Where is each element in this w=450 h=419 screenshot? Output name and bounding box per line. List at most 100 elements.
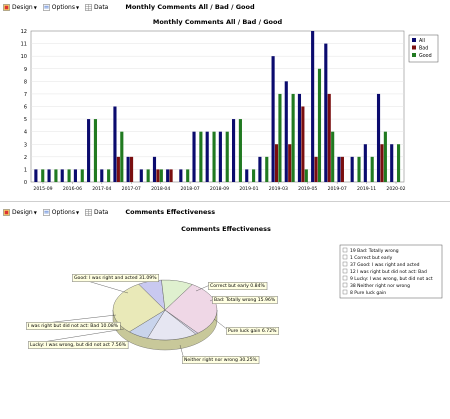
legend-swatch (342, 261, 348, 267)
panel-divider (0, 201, 450, 202)
bar-all (34, 169, 38, 182)
y-tick-label: 2 (24, 155, 27, 161)
bar-bad (314, 156, 318, 182)
bar-all (192, 131, 196, 182)
legend-label: 38 Neither right nor wrong (350, 283, 410, 289)
bar-good (159, 169, 163, 182)
x-tick-label: 2019-07 (328, 186, 347, 192)
slice-label: Pure luck gain 6.72% (228, 328, 277, 334)
comments-effectiveness-panel: Design ▼ Options ▼ Data Comments Effecti… (0, 205, 450, 419)
x-tick-label: 2017-07 (122, 186, 141, 192)
data-menu[interactable]: Data (82, 209, 111, 216)
legend-swatch-bad (412, 45, 416, 50)
y-tick-label: 11 (21, 42, 27, 48)
bar-good (396, 144, 401, 182)
comments-effectiveness-chart: Comments Effectiveness Good: I was right … (26, 225, 443, 364)
bar-good (120, 131, 124, 182)
slice-label-box (212, 295, 278, 304)
bar-bad (274, 144, 279, 182)
bar-good (80, 169, 84, 182)
slice-label-box (26, 321, 121, 330)
data-grid-icon (85, 3, 92, 11)
pie-slice (112, 283, 166, 333)
bar-all (47, 169, 51, 182)
y-tick-label: 1 (24, 167, 27, 173)
legend-swatch (342, 268, 348, 274)
slice-label-box (208, 282, 268, 291)
design-menu[interactable]: Design ▼ (0, 4, 40, 11)
bar-all (363, 144, 367, 182)
design-label: Design (12, 208, 33, 216)
legend-label: 8 Pure luck gain (350, 290, 386, 296)
options-icon (42, 208, 50, 216)
y-tick-label: 9 (24, 67, 27, 73)
bar-bad (156, 169, 160, 182)
legend-label: All (419, 38, 425, 44)
bar-good (54, 169, 58, 182)
legend-swatch (342, 275, 348, 281)
bar-good (41, 169, 45, 182)
bar-good (107, 169, 111, 182)
chevron-down-icon: ▼ (33, 4, 37, 10)
bar-bad (327, 93, 331, 182)
slice-label-box (28, 340, 129, 349)
bar-all (139, 169, 143, 182)
bar-bad (380, 144, 384, 182)
slice-label: Correct but early 0.84% (210, 283, 266, 289)
bar-all (113, 106, 117, 182)
data-label: Data (94, 3, 109, 11)
bar-bad (116, 156, 120, 182)
bar-bad (129, 156, 134, 182)
options-label: Options (51, 3, 75, 11)
bar-good (225, 131, 229, 182)
pie-slice (164, 284, 218, 334)
legend-label: Bad (419, 46, 428, 52)
chevron-down-icon: ▼ (75, 4, 80, 10)
x-tick-label: 2019-03 (269, 186, 288, 192)
data-menu[interactable]: Data (82, 4, 111, 11)
bar-good (238, 119, 242, 182)
bar-all (297, 93, 302, 182)
bar-all (258, 156, 262, 182)
options-menu[interactable]: Options ▼ (40, 4, 82, 11)
y-tick-label: 6 (24, 105, 27, 111)
chevron-down-icon: ▼ (75, 209, 80, 215)
legend-swatch (342, 282, 348, 288)
bar-good (331, 131, 335, 182)
bar-all (87, 119, 91, 182)
slice-label-box (182, 355, 260, 364)
design-icon (3, 3, 10, 11)
slice-label: I was right but did not act: Bad 10.08% (28, 323, 119, 329)
bar-all (231, 119, 236, 182)
bar-good (304, 169, 308, 182)
design-icon (3, 208, 10, 216)
bar-good (291, 93, 295, 182)
bar-all (390, 144, 394, 182)
panel-title: Comments Effectiveness (125, 208, 216, 216)
y-tick-label: 5 (24, 117, 27, 123)
bar-good (317, 68, 322, 182)
options-menu[interactable]: Options ▼ (40, 209, 82, 216)
y-tick-label: 7 (24, 92, 27, 98)
legend-label: 9 Lucky: I was wrong, but did not act (350, 276, 433, 282)
legend-swatch (342, 247, 348, 253)
bar-good (186, 169, 190, 182)
bar-all (152, 156, 157, 182)
legend-swatch (342, 289, 348, 295)
bar-good (357, 156, 361, 182)
legend-swatch (342, 254, 348, 260)
x-tick-label: 2018-09 (210, 186, 229, 192)
design-label: Design (12, 3, 33, 11)
bar-all (126, 156, 130, 182)
x-tick-label: 2019-05 (298, 186, 317, 192)
monthly-comments-panel: Design ▼ Options ▼ Data Monthly Comments… (0, 0, 450, 205)
legend-label: 37 Good: I was right and acted (350, 262, 420, 268)
bar-bad (288, 144, 292, 182)
legend-swatch-all (412, 38, 416, 42)
chart-title: Comments Effectiveness (181, 225, 271, 233)
bar-good (265, 156, 269, 182)
y-tick-label: 8 (24, 79, 27, 85)
bar-good (212, 131, 216, 182)
options-label: Options (51, 208, 75, 216)
design-menu[interactable]: Design ▼ (0, 209, 40, 216)
